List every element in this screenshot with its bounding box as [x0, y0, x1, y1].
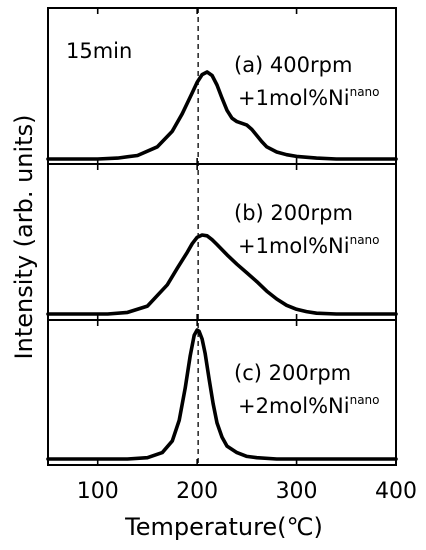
- panel-c-label-line1: (c) 200rpm: [234, 361, 351, 385]
- curve-a: [46, 70, 398, 161]
- time-label: 15min: [66, 39, 132, 63]
- curve-c: [46, 328, 398, 461]
- panel-c-composition: +2mol%Ni: [238, 394, 350, 418]
- panel-a-superscript: nano: [350, 85, 380, 99]
- panel-c-frame: [47, 319, 397, 466]
- panel-a-label-line2: +1mol%Ninano: [238, 85, 380, 110]
- y-axis-title: Intensity (arb. units): [10, 115, 38, 360]
- panel-a-label-line1: (a) 400rpm: [234, 53, 352, 77]
- curve-b: [46, 233, 398, 316]
- panel-c-label-line2: +2mol%Ninano: [238, 393, 380, 418]
- x-tick-label: 200: [176, 479, 218, 504]
- x-axis-title: Temperature(℃): [124, 513, 323, 541]
- panel-b-composition: +1mol%Ni: [238, 234, 350, 258]
- x-tick-label: 100: [77, 479, 119, 504]
- panel-b-label-line1: (b) 200rpm: [234, 201, 353, 225]
- panel-b-label-line2: +1mol%Ninano: [238, 233, 380, 258]
- panel-c-superscript: nano: [350, 393, 380, 407]
- panel-b-superscript: nano: [350, 233, 380, 247]
- panel-a-composition: +1mol%Ni: [238, 86, 350, 110]
- x-tick-label: 300: [276, 479, 318, 504]
- x-axis-ticks: 100 200 300 400: [77, 8, 417, 504]
- x-tick-label: 400: [375, 479, 417, 504]
